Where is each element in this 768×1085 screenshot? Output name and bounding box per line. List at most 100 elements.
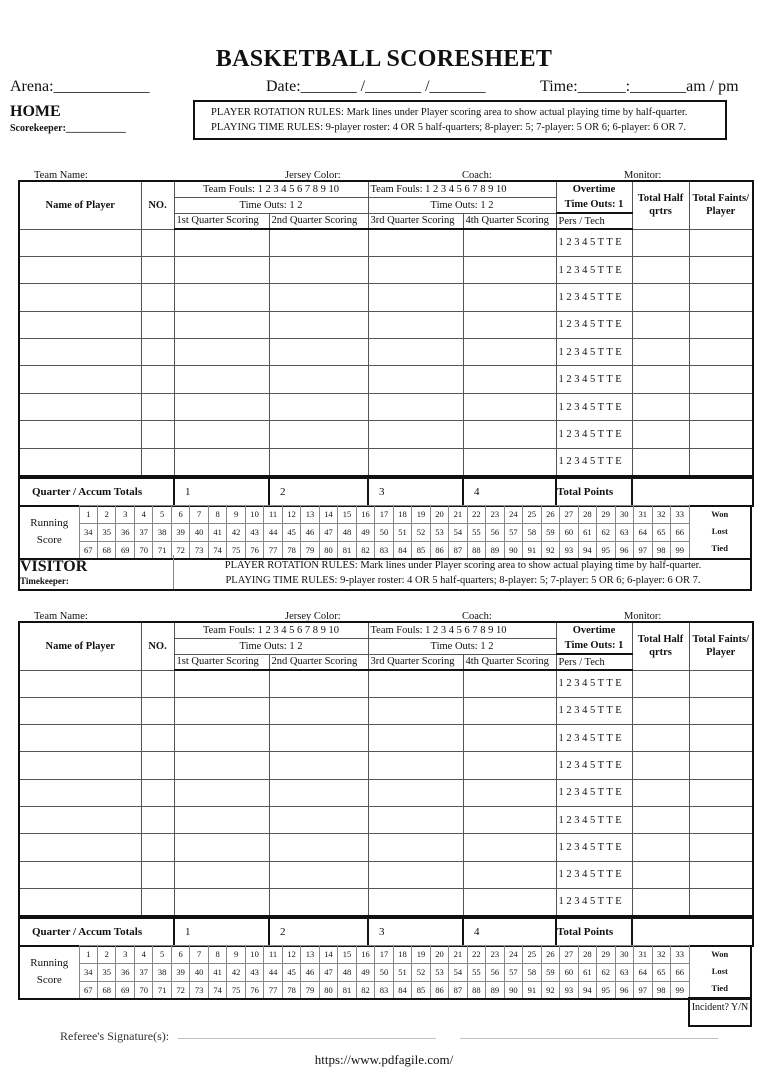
running-score-number[interactable]: 6 — [170, 504, 191, 524]
running-score-number[interactable]: 79 — [300, 980, 320, 1000]
running-score-number[interactable]: 21 — [448, 944, 468, 964]
q4-cell[interactable] — [462, 724, 557, 753]
outcome-lost[interactable]: Lost — [711, 966, 728, 977]
running-score-number[interactable]: 78 — [281, 980, 302, 1000]
q4-cell[interactable] — [462, 860, 557, 889]
player-number-cell[interactable] — [140, 724, 175, 753]
quarter-1-total[interactable]: 1 — [173, 476, 271, 507]
running-score-number[interactable]: 42 — [226, 522, 246, 542]
running-score-number[interactable]: 66 — [670, 962, 690, 982]
running-score-number[interactable]: 70 — [133, 980, 154, 1000]
running-score-number[interactable]: 34 — [78, 962, 98, 982]
running-score-number[interactable]: 68 — [96, 980, 117, 1000]
running-score-number[interactable]: 44 — [263, 962, 283, 982]
running-score-number[interactable]: 29 — [596, 944, 616, 964]
running-score-number[interactable]: 12 — [281, 944, 302, 964]
q3-cell[interactable] — [367, 860, 464, 889]
fouls-tracker[interactable]: 1 2 3 4 5 T T E — [555, 805, 633, 835]
running-score-number[interactable]: 30 — [614, 944, 635, 964]
running-score-number[interactable]: 59 — [540, 962, 561, 982]
running-score-number[interactable]: 49 — [355, 962, 376, 982]
q4-cell[interactable] — [462, 447, 557, 477]
running-score-number[interactable]: 50 — [374, 962, 394, 982]
total-faints-cell[interactable] — [688, 724, 754, 753]
q2-cell[interactable] — [268, 696, 369, 726]
total-half-cell[interactable] — [631, 833, 690, 862]
running-score-number[interactable]: 8 — [207, 944, 228, 964]
player-name-cell[interactable] — [18, 805, 142, 835]
running-score-number[interactable]: 99 — [670, 540, 690, 560]
running-score-number[interactable]: 69 — [115, 540, 135, 560]
fouls-tracker[interactable]: 1 2 3 4 5 T T E — [555, 860, 633, 889]
running-score-number[interactable]: 28 — [577, 944, 598, 964]
player-name-cell[interactable] — [18, 228, 142, 257]
running-score-number[interactable]: 82 — [355, 980, 376, 1000]
outcome-tied[interactable]: Tied — [711, 983, 728, 994]
total-points-cell[interactable] — [631, 916, 755, 947]
running-score-number[interactable]: 53 — [429, 962, 450, 982]
running-score-number[interactable]: 16 — [355, 944, 376, 964]
q2-cell[interactable] — [268, 669, 369, 698]
running-score-number[interactable]: 24 — [503, 504, 524, 524]
running-score-number[interactable]: 58 — [522, 522, 542, 542]
running-score-number[interactable]: 26 — [540, 504, 561, 524]
running-score-number[interactable]: 11 — [263, 504, 283, 524]
player-number-cell[interactable] — [140, 887, 175, 917]
running-score-number[interactable]: 85 — [411, 980, 431, 1000]
q2-cell[interactable] — [268, 392, 369, 422]
fouls-tracker[interactable]: 1 2 3 4 5 T T E — [555, 778, 633, 807]
q2-cell[interactable] — [268, 365, 369, 394]
player-number-cell[interactable] — [140, 833, 175, 862]
running-score-number[interactable]: 25 — [522, 504, 542, 524]
q4-cell[interactable] — [462, 420, 557, 449]
running-score-number[interactable]: 36 — [115, 962, 135, 982]
running-score-number[interactable]: 59 — [540, 522, 561, 542]
fouls-tracker[interactable]: 1 2 3 4 5 T T E — [555, 751, 633, 780]
outcome-options[interactable]: Won Lost Tied — [688, 505, 751, 560]
running-score-number[interactable]: 33 — [670, 944, 690, 964]
running-score-number[interactable]: 6 — [170, 944, 191, 964]
fouls-tracker[interactable]: 1 2 3 4 5 T T E — [555, 420, 633, 449]
running-score-number[interactable]: 17 — [374, 504, 394, 524]
player-name-cell[interactable] — [18, 887, 142, 917]
running-score-number[interactable]: 10 — [244, 944, 265, 964]
running-score-number[interactable]: 48 — [337, 522, 357, 542]
total-half-cell[interactable] — [631, 696, 690, 726]
player-name-cell[interactable] — [18, 696, 142, 726]
q2-cell[interactable] — [268, 778, 369, 807]
running-score-number[interactable]: 1 — [78, 944, 98, 964]
running-score-number[interactable]: 37 — [133, 962, 154, 982]
running-score-number[interactable]: 60 — [559, 962, 579, 982]
running-score-number[interactable]: 98 — [651, 980, 672, 1000]
total-half-cell[interactable] — [631, 860, 690, 889]
running-score-number[interactable]: 96 — [614, 980, 635, 1000]
q2-cell[interactable] — [268, 887, 369, 917]
total-half-cell[interactable] — [631, 420, 690, 449]
running-score-number[interactable]: 27 — [559, 504, 579, 524]
fouls-tracker[interactable]: 1 2 3 4 5 T T E — [555, 392, 633, 422]
running-score-number[interactable]: 66 — [670, 522, 690, 542]
player-name-cell[interactable] — [18, 447, 142, 477]
q4-cell[interactable] — [462, 778, 557, 807]
q1-cell[interactable] — [173, 887, 270, 917]
q3-cell[interactable] — [367, 696, 464, 726]
q1-cell[interactable] — [173, 860, 270, 889]
running-score-number[interactable]: 98 — [651, 540, 672, 560]
player-name-cell[interactable] — [18, 778, 142, 807]
player-name-cell[interactable] — [18, 833, 142, 862]
quarter-4-total[interactable]: 4 — [462, 916, 558, 947]
running-score-number[interactable]: 35 — [96, 522, 117, 542]
q1-cell[interactable] — [173, 447, 270, 477]
q4-cell[interactable] — [462, 365, 557, 394]
running-score-number[interactable]: 54 — [448, 522, 468, 542]
q2-cell[interactable] — [268, 338, 369, 367]
outcome-won[interactable]: Won — [711, 509, 729, 520]
running-score-number[interactable]: 56 — [485, 522, 505, 542]
player-name-cell[interactable] — [18, 338, 142, 367]
q2-cell[interactable] — [268, 860, 369, 889]
running-score-number[interactable]: 72 — [170, 980, 191, 1000]
running-score-number[interactable]: 46 — [300, 962, 320, 982]
quarter-3-total[interactable]: 3 — [367, 476, 465, 507]
arena-field[interactable]: Arena:____________ — [10, 78, 150, 95]
q2-cell[interactable] — [268, 751, 369, 780]
